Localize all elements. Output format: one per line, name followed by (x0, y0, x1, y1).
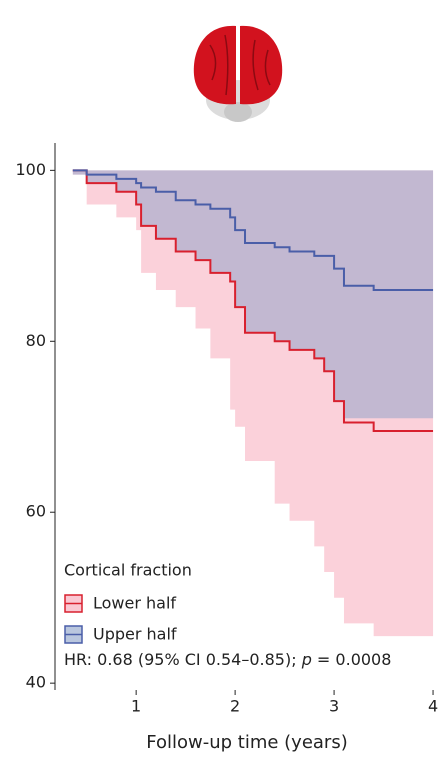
y-tick-label: 100 (15, 160, 46, 179)
legend-label: Lower half (93, 594, 176, 613)
x-tick-label: 4 (428, 697, 438, 716)
x-axis-label: Follow-up time (years) (146, 732, 347, 753)
y-tick-label: 60 (26, 502, 46, 521)
legend-label: Upper half (93, 625, 177, 644)
survival-curve (72, 169, 434, 292)
x-tick-label: 2 (230, 697, 240, 716)
x-tick-label: 1 (131, 697, 141, 716)
brain-icon (193, 25, 283, 122)
y-tick-label: 80 (26, 331, 46, 350)
annotation: HR: 0.68 (95% CI 0.54–0.85); p = 0.0008 (64, 650, 391, 669)
annotation-text: p (301, 650, 312, 669)
x-tick-label: 3 (329, 697, 339, 716)
y-tick-label: 40 (26, 673, 46, 692)
annotation-text: HR: 0.68 (95% CI 0.54–0.85); (64, 650, 302, 669)
confidence-band (72, 170, 434, 419)
plot-area (72, 169, 434, 637)
survival-curve (72, 169, 434, 433)
legend-title: Cortical fraction (64, 561, 192, 580)
annotation-text: = 0.0008 (312, 650, 392, 669)
